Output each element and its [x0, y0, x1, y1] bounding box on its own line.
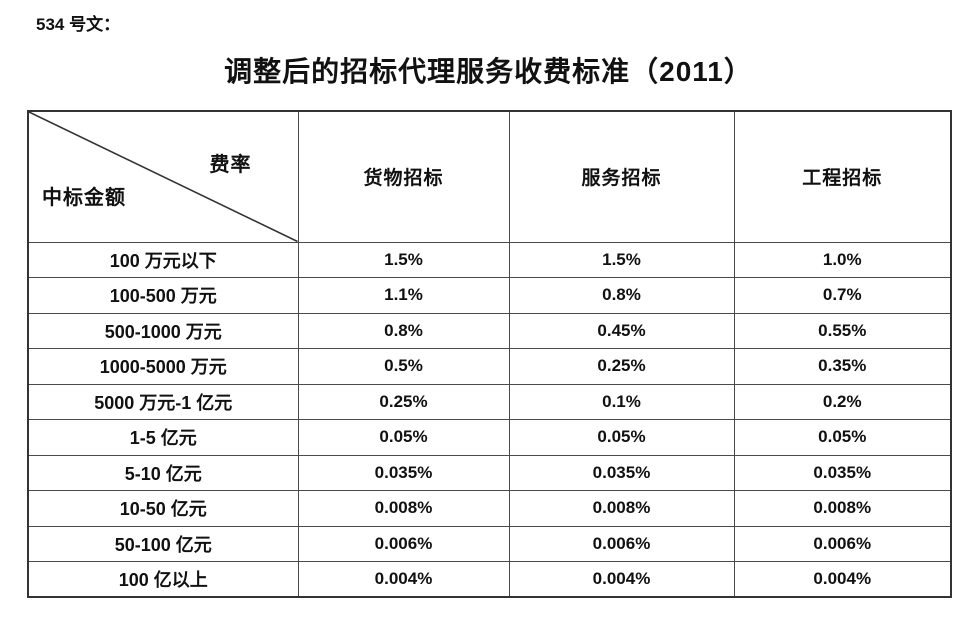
- column-header-goods: 货物招标: [297, 110, 510, 243]
- rate-cell: 0.006%: [297, 525, 510, 562]
- amount-cell: 1000-5000 万元: [27, 348, 299, 385]
- table-row: 5-10 亿元 0.035% 0.035% 0.035%: [27, 454, 952, 491]
- amount-cell: 1-5 亿元: [27, 419, 299, 456]
- rate-cell: 0.008%: [297, 490, 510, 527]
- table-row: 1000-5000 万元 0.5% 0.25% 0.35%: [27, 348, 952, 385]
- rate-cell: 0.05%: [297, 419, 510, 456]
- rate-cell: 0.008%: [733, 490, 952, 527]
- rate-cell: 0.008%: [508, 490, 735, 527]
- rate-cell: 1.0%: [733, 241, 952, 278]
- table-row: 1-5 亿元 0.05% 0.05% 0.05%: [27, 419, 952, 456]
- rate-cell: 0.004%: [508, 561, 735, 598]
- amount-cell: 100 亿以上: [27, 561, 299, 598]
- rate-cell: 0.55%: [733, 312, 952, 349]
- rate-cell: 0.25%: [508, 348, 735, 385]
- amount-cell: 10-50 亿元: [27, 490, 299, 527]
- table-row: 100 万元以下 1.5% 1.5% 1.0%: [27, 241, 952, 278]
- rate-cell: 0.7%: [733, 277, 952, 314]
- table-header-row: 费率 中标金额 货物招标 服务招标 工程招标: [27, 110, 952, 243]
- page-title: 调整后的招标代理服务收费标准（2011）: [224, 56, 753, 87]
- corner-label-amount: 中标金额: [42, 186, 126, 209]
- rate-cell: 0.8%: [297, 312, 510, 349]
- amount-cell: 5-10 亿元: [27, 454, 299, 491]
- rate-cell: 0.2%: [733, 383, 952, 420]
- diagonal-divider-line: [29, 112, 298, 242]
- table-row: 10-50 亿元 0.008% 0.008% 0.008%: [27, 490, 952, 527]
- amount-cell: 100 万元以下: [27, 241, 299, 278]
- column-header-engineering: 工程招标: [733, 110, 952, 243]
- amount-cell: 100-500 万元: [27, 277, 299, 314]
- amount-cell: 5000 万元-1 亿元: [27, 383, 299, 420]
- table-row: 100 亿以上 0.004% 0.004% 0.004%: [27, 561, 952, 598]
- rate-cell: 1.5%: [508, 241, 735, 278]
- rate-cell: 0.05%: [733, 419, 952, 456]
- rate-cell: 0.035%: [733, 454, 952, 491]
- rate-cell: 0.25%: [297, 383, 510, 420]
- rate-cell: 1.1%: [297, 277, 510, 314]
- doc-number-label: 534 号文：: [36, 15, 121, 34]
- rate-cell: 0.006%: [733, 525, 952, 562]
- table-row: 50-100 亿元 0.006% 0.006% 0.006%: [27, 525, 952, 562]
- amount-cell: 50-100 亿元: [27, 525, 299, 562]
- table-row: 500-1000 万元 0.8% 0.45% 0.55%: [27, 312, 952, 349]
- rate-cell: 0.1%: [508, 383, 735, 420]
- column-header-services: 服务招标: [508, 110, 735, 243]
- fee-table: 费率 中标金额 货物招标 服务招标 工程招标 100 万元以下 1.5% 1.5% 1…: [27, 110, 952, 598]
- fee-table-body: 100 万元以下 1.5% 1.5% 1.0% 100-500 万元 1.1% 0.8% 0.…: [27, 241, 952, 598]
- rate-cell: 0.45%: [508, 312, 735, 349]
- rate-cell: 0.035%: [508, 454, 735, 491]
- table-row: 5000 万元-1 亿元 0.25% 0.1% 0.2%: [27, 383, 952, 420]
- rate-cell: 0.5%: [297, 348, 510, 385]
- rate-cell: 0.05%: [508, 419, 735, 456]
- rate-cell: 1.5%: [297, 241, 510, 278]
- amount-cell: 500-1000 万元: [27, 312, 299, 349]
- rate-cell: 0.35%: [733, 348, 952, 385]
- corner-cell: 费率 中标金额: [27, 110, 299, 243]
- rate-cell: 0.006%: [508, 525, 735, 562]
- rate-cell: 0.8%: [508, 277, 735, 314]
- table-row: 100-500 万元 1.1% 0.8% 0.7%: [27, 277, 952, 314]
- corner-label-rate: 费率: [209, 154, 252, 176]
- rate-cell: 0.004%: [297, 561, 510, 598]
- rate-cell: 0.004%: [733, 561, 952, 598]
- rate-cell: 0.035%: [297, 454, 510, 491]
